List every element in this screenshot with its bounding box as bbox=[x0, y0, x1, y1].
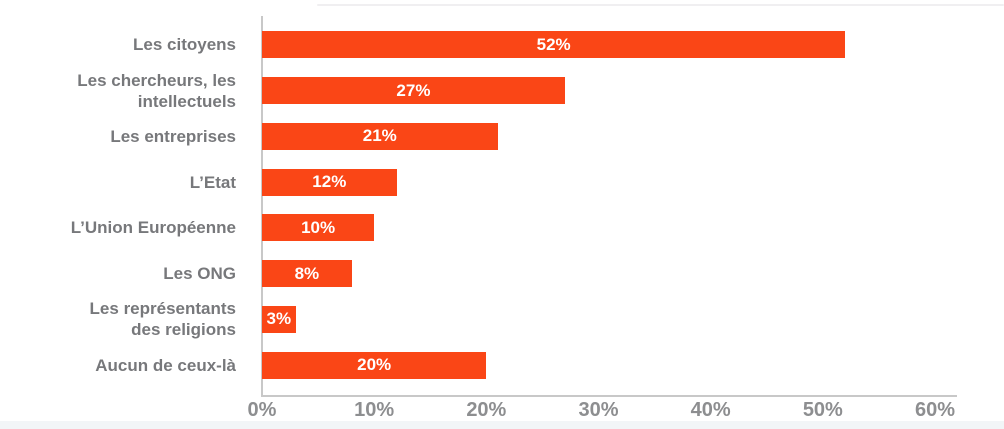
category-label: Les entreprises bbox=[0, 126, 262, 147]
bar-value-label: 21% bbox=[362, 126, 397, 146]
category-label: L’Etat bbox=[0, 172, 262, 193]
x-axis-tick-label: 20% bbox=[466, 399, 507, 421]
category-label-line: Les représentants bbox=[89, 299, 236, 319]
bar-track: 20% bbox=[262, 351, 1004, 379]
bar: 52% bbox=[262, 31, 846, 59]
x-axis-tick-label: 10% bbox=[354, 399, 395, 421]
category-label-line: L’Etat bbox=[189, 172, 236, 192]
bar-value-label: 12% bbox=[312, 172, 347, 192]
bar-row: Les entreprises 21% bbox=[0, 114, 1004, 160]
bar-track: 8% bbox=[262, 260, 1004, 288]
x-axis-tick-label: 30% bbox=[578, 399, 619, 421]
bar: 27% bbox=[262, 77, 565, 105]
category-label-line: L’Union Européenne bbox=[70, 218, 236, 238]
bar-value-label: 27% bbox=[396, 80, 431, 100]
x-axis-tick-label: 0% bbox=[247, 399, 277, 421]
bar-track: 10% bbox=[262, 214, 1004, 242]
bar-track: 52% bbox=[262, 31, 1004, 59]
bar: 8% bbox=[262, 260, 352, 288]
category-label: L’Union Européenne bbox=[0, 217, 262, 238]
bar-value-label: 10% bbox=[301, 217, 336, 237]
bar-value-label: 52% bbox=[536, 34, 571, 54]
bar: 21% bbox=[262, 122, 498, 150]
bar-row: Les citoyens 52% bbox=[0, 22, 1004, 68]
category-label-line: intellectuels bbox=[137, 91, 236, 111]
bar-value-label: 3% bbox=[266, 309, 292, 329]
bar-value-label: 8% bbox=[294, 263, 320, 283]
x-axis-line bbox=[261, 395, 957, 397]
bar: 3% bbox=[262, 305, 296, 333]
x-axis-tick-label: 40% bbox=[690, 399, 731, 421]
bar-track: 3% bbox=[262, 305, 1004, 333]
category-label: Les citoyens bbox=[0, 34, 262, 55]
bar-track: 21% bbox=[262, 122, 1004, 150]
bar-row: Les ONG 8% bbox=[0, 251, 1004, 297]
category-label-line: Les ONG bbox=[163, 264, 236, 284]
bar-track: 27% bbox=[262, 77, 1004, 105]
category-label-line: Les citoyens bbox=[133, 35, 236, 55]
bar-track: 12% bbox=[262, 168, 1004, 196]
category-label-line: des religions bbox=[131, 320, 236, 340]
bar-row: L’Etat 12% bbox=[0, 159, 1004, 205]
bar: 20% bbox=[262, 351, 487, 379]
category-label: Les ONG bbox=[0, 263, 262, 284]
x-axis-tick-label: 50% bbox=[802, 399, 843, 421]
bar-row: Les représentants des religions 3% bbox=[0, 297, 1004, 343]
bar-row: Les chercheurs, les intellectuels 27% bbox=[0, 68, 1004, 114]
category-label-line: Les chercheurs, les bbox=[77, 70, 236, 90]
bar-row: Aucun de ceux-là 20% bbox=[0, 342, 1004, 388]
category-label-line: Les entreprises bbox=[110, 126, 236, 146]
category-label-line: Aucun de ceux-là bbox=[95, 355, 236, 375]
bar-rows: Les citoyens 52% Les chercheurs, les intell… bbox=[0, 22, 1004, 388]
bar: 12% bbox=[262, 168, 397, 196]
bar: 10% bbox=[262, 214, 375, 242]
top-hairline-divider bbox=[317, 4, 1004, 6]
bar-row: L’Union Européenne 10% bbox=[0, 205, 1004, 251]
y-axis-line bbox=[261, 16, 263, 395]
category-label: Aucun de ceux-là bbox=[0, 355, 262, 376]
category-label: Les représentants des religions bbox=[0, 298, 262, 340]
category-label: Les chercheurs, les intellectuels bbox=[0, 70, 262, 112]
bottom-edge-band bbox=[0, 421, 1004, 429]
x-axis-tick-label: 60% bbox=[914, 399, 956, 421]
bar-value-label: 20% bbox=[357, 355, 392, 375]
